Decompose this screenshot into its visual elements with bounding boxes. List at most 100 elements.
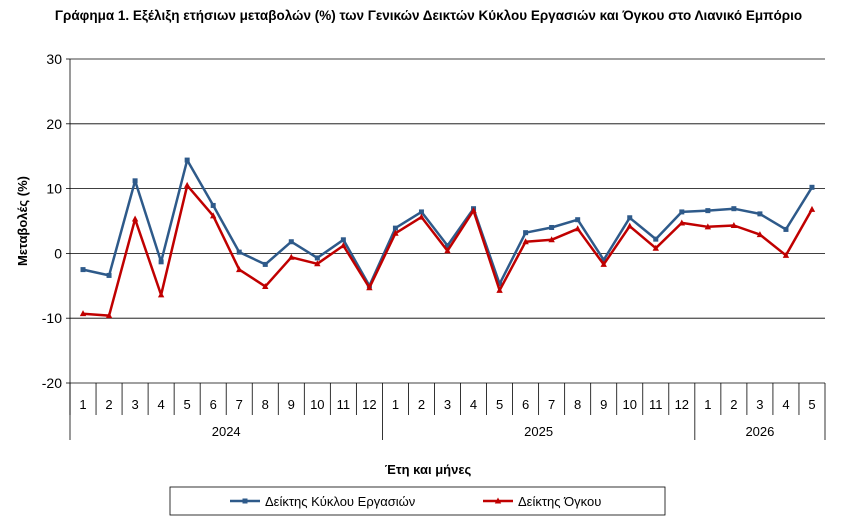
data-point [678,219,686,226]
data-point [496,286,503,293]
x-tick-label: 10 [623,397,637,412]
data-point [366,284,373,291]
data-point [445,243,450,249]
y-tick-label: -20 [42,375,62,391]
data-point [600,260,607,267]
y-tick-label: 30 [46,51,62,67]
data-point [131,215,139,222]
legend-marker [494,497,502,504]
data-point [808,205,816,212]
data-point [705,208,711,214]
data-point [652,244,659,251]
data-point [288,253,295,260]
x-tick-label: 9 [600,397,607,412]
data-point [574,225,581,232]
data-point [809,184,815,190]
data-point [548,236,555,243]
legend-label: Δείκτης Κύκλου Εργασιών [265,494,415,509]
x-tick-label: 9 [288,397,295,412]
x-tick-label: 5 [184,397,191,412]
data-point [679,209,685,215]
data-point [731,206,737,212]
x-tick-label: 3 [444,397,451,412]
x-axis-title: Έτη και μήνες [385,462,472,477]
data-point [757,211,763,217]
x-tick-label: 8 [262,397,269,412]
data-point [262,261,268,267]
series-line-1 [82,158,814,288]
data-point [80,267,86,273]
data-point [392,229,399,236]
y-tick-label: 0 [54,245,62,261]
y-tick-label: 20 [46,116,62,132]
data-point [184,157,190,163]
data-point [653,236,659,242]
data-point [418,209,424,215]
x-tick-label: 4 [782,397,789,412]
x-tick-label: 7 [548,397,555,412]
data-point [782,251,790,258]
data-point [575,217,581,223]
data-point [314,255,320,261]
data-point [132,178,138,184]
x-tick-label: 12 [675,397,689,412]
data-point [288,239,294,245]
chart-title: Γράφημα 1. Εξέλιξη ετήσιων μεταβολών (%)… [54,8,803,23]
legend-marker [242,498,248,504]
data-point [601,257,607,263]
data-point [79,310,87,317]
legend-label: Δείκτης Όγκου [518,494,601,509]
data-point [444,247,451,254]
x-tick-label: 1 [392,397,399,412]
data-point [183,181,191,188]
data-point [236,249,242,255]
data-point [730,222,738,229]
x-tick-label: 3 [756,397,763,412]
data-point [549,224,555,230]
x-tick-label: 10 [310,397,324,412]
x-tick-label: 2 [418,397,425,412]
data-point [704,223,712,230]
data-point [522,238,529,245]
x-group-label: 2024 [212,424,241,439]
data-point [105,312,113,319]
data-point [418,213,425,220]
x-tick-label: 5 [808,397,815,412]
x-tick-label: 3 [131,397,138,412]
data-point [627,215,633,221]
x-tick-label: 7 [236,397,243,412]
x-tick-label: 11 [337,397,351,412]
x-group-label: 2025 [524,424,553,439]
x-tick-label: 4 [158,397,165,412]
x-tick-label: 1 [704,397,711,412]
x-tick-label: 1 [79,397,86,412]
data-point [210,202,216,208]
data-point [340,242,347,249]
x-tick-label: 6 [522,397,529,412]
x-tick-label: 12 [362,397,376,412]
y-axis-title: Μεταβολές (%) [15,176,30,266]
data-point [314,260,321,267]
data-point [209,212,217,219]
x-tick-label: 4 [470,397,477,412]
x-tick-label: 5 [496,397,503,412]
data-point [158,259,164,265]
x-tick-label: 6 [210,397,217,412]
data-point [340,237,346,243]
x-group-label: 2026 [745,424,774,439]
x-tick-label: 11 [649,397,663,412]
y-tick-label: -10 [42,310,62,326]
data-point [262,282,269,289]
data-point [497,281,503,287]
data-point [783,226,789,232]
data-point [392,225,398,231]
data-point [106,272,112,278]
data-point [236,266,243,273]
data-point [523,230,529,236]
data-point [157,291,165,298]
x-tick-label: 8 [574,397,581,412]
x-tick-label: 2 [105,397,112,412]
x-tick-label: 2 [730,397,737,412]
data-point [626,222,633,229]
